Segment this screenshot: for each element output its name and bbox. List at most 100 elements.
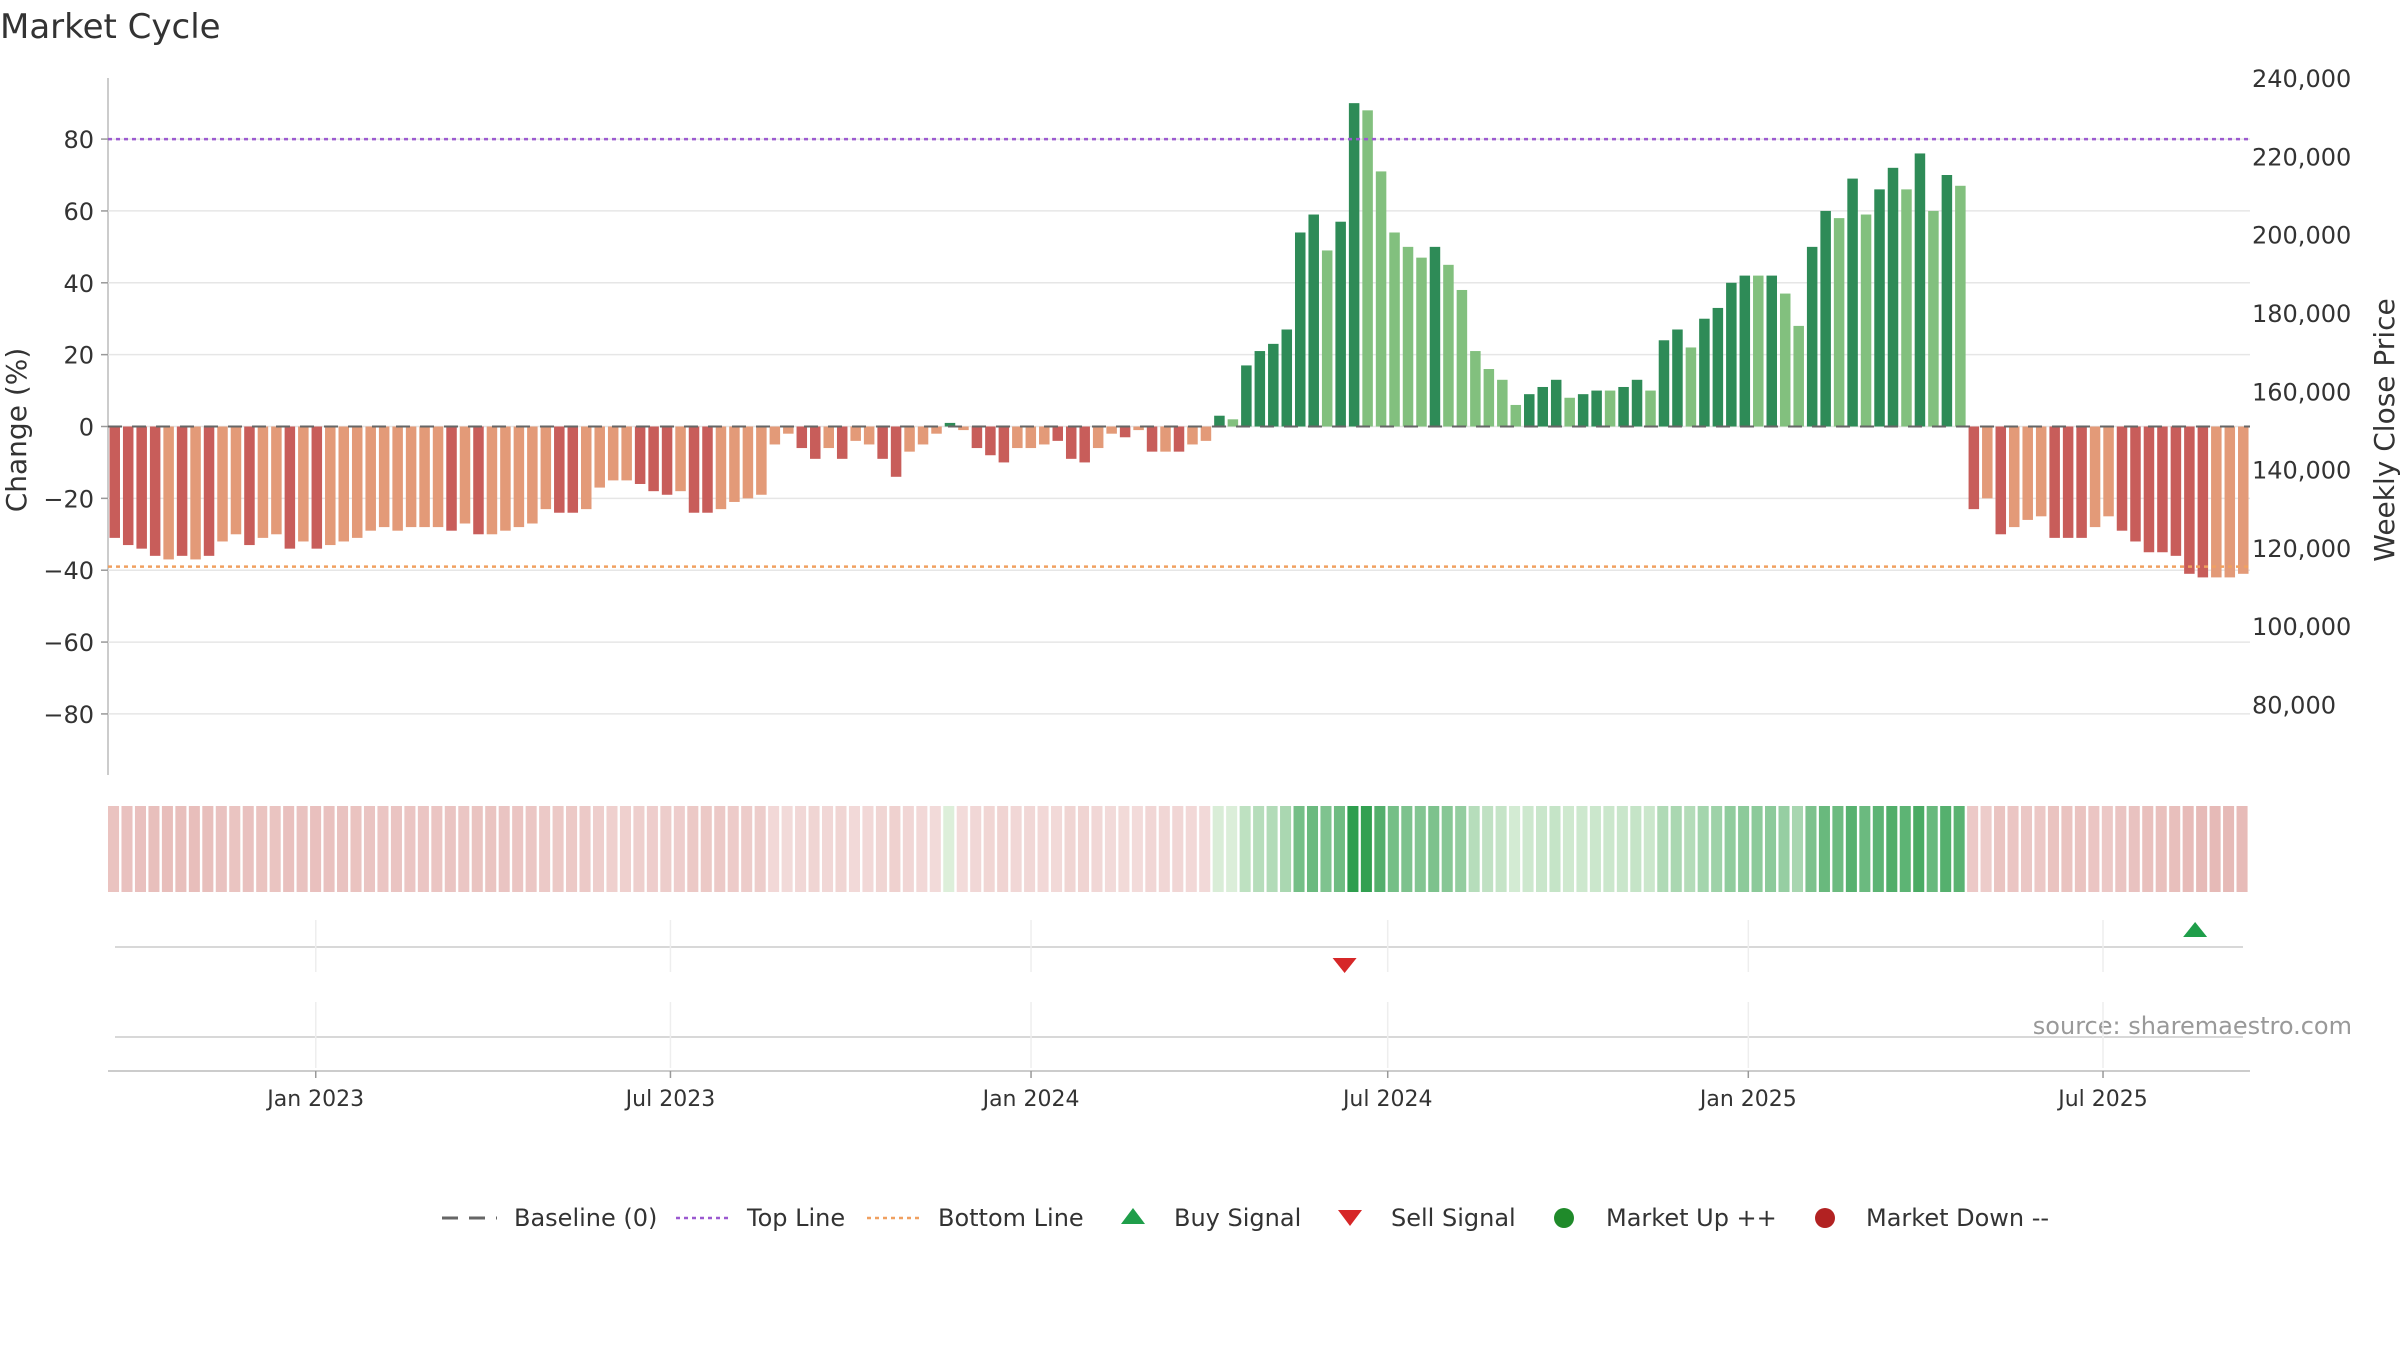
heat-cell xyxy=(619,806,631,892)
heat-cell xyxy=(1562,806,1574,892)
change-bar xyxy=(1335,221,1346,427)
heat-cell xyxy=(1603,806,1615,892)
heat-cell xyxy=(1104,806,1116,892)
heat-cell xyxy=(862,806,874,892)
heat-cell xyxy=(1347,806,1359,892)
change-bar xyxy=(217,426,228,542)
heat-cell xyxy=(2196,806,2208,892)
legend-label: Bottom Line xyxy=(938,1204,1084,1232)
change-bar xyxy=(554,426,565,513)
up-triangle-icon xyxy=(1121,1208,1145,1224)
change-bar xyxy=(1281,329,1293,427)
heat-cell xyxy=(2169,806,2181,892)
heat-cell xyxy=(148,806,160,892)
change-bar xyxy=(1173,426,1185,452)
change-bar xyxy=(2116,426,2128,531)
heat-cell xyxy=(2101,806,2113,892)
legend-item: Market Up ++ xyxy=(1554,1204,1777,1232)
left-tick-label: −40 xyxy=(43,557,94,585)
change-bar xyxy=(325,426,336,546)
change-bar xyxy=(1052,426,1064,441)
change-bar xyxy=(284,426,296,549)
heat-cell xyxy=(1778,806,1790,892)
change-bar xyxy=(540,426,552,510)
x-tick-label: Jul 2024 xyxy=(1341,1087,1433,1112)
heat-cell xyxy=(1239,806,1251,892)
change-bar xyxy=(2184,426,2195,574)
heat-cell xyxy=(1360,806,1372,892)
change-bar xyxy=(2224,426,2236,578)
change-bars xyxy=(109,103,2249,578)
change-bar xyxy=(1268,343,1279,427)
change-bar xyxy=(1860,214,1872,427)
change-bar xyxy=(405,426,417,528)
heat-strip xyxy=(108,806,2248,892)
heat-cell xyxy=(1872,806,1884,892)
heat-cell xyxy=(1333,806,1345,892)
change-bar xyxy=(1362,110,1373,427)
heat-cell xyxy=(1886,806,1898,892)
heat-cell xyxy=(1037,806,1049,892)
heat-cell xyxy=(296,806,308,892)
heat-cell xyxy=(444,806,456,892)
heat-cell xyxy=(1374,806,1386,892)
change-bar xyxy=(2103,426,2114,517)
x-tick-label: Jul 2025 xyxy=(2056,1087,2148,1112)
heat-cell xyxy=(1818,806,1830,892)
heat-cell xyxy=(1441,806,1453,892)
change-bar xyxy=(1550,379,1562,427)
right-tick-label: 180,000 xyxy=(2252,300,2351,328)
heat-cell xyxy=(1684,806,1696,892)
heat-cell xyxy=(1118,806,1130,892)
change-bar xyxy=(1645,390,1656,427)
legend-item: Market Down -- xyxy=(1815,1204,2049,1232)
x-tick-label: Jan 2023 xyxy=(265,1087,364,1112)
change-bar xyxy=(459,426,471,524)
legend-label: Market Down -- xyxy=(1866,1204,2049,1232)
change-bar xyxy=(810,426,821,459)
heat-cell xyxy=(1522,806,1534,892)
change-bar xyxy=(1524,394,1535,427)
change-bar xyxy=(742,426,754,499)
change-bar xyxy=(998,426,1010,463)
change-bar xyxy=(1012,426,1023,449)
heat-cell xyxy=(2088,806,2100,892)
legend: Baseline (0) Top Line Bottom Line Buy Signa… xyxy=(442,1204,2049,1232)
right-tick-label: 240,000 xyxy=(2252,65,2351,93)
legend-item: Bottom Line xyxy=(867,1204,1084,1232)
heat-cell xyxy=(1765,806,1777,892)
heat-cell xyxy=(175,806,187,892)
heat-cell xyxy=(1145,806,1157,892)
change-bar xyxy=(1766,275,1778,427)
heat-cell xyxy=(835,806,847,892)
change-bar xyxy=(1685,347,1697,427)
change-bar xyxy=(1348,103,1360,427)
heat-cell xyxy=(902,806,914,892)
change-bar xyxy=(2130,426,2141,542)
change-bar xyxy=(796,426,808,449)
left-tick-label: 80 xyxy=(63,126,94,154)
heat-cell xyxy=(1926,806,1938,892)
heat-cell xyxy=(1482,806,1494,892)
heat-cell xyxy=(700,806,712,892)
change-bar xyxy=(1294,232,1306,427)
heat-cell xyxy=(2061,806,2073,892)
x-tick-label: Jul 2023 xyxy=(624,1087,716,1112)
change-bar xyxy=(351,426,363,538)
change-bar xyxy=(1995,426,2007,535)
heat-cell xyxy=(2142,806,2154,892)
change-bar xyxy=(1497,379,1508,427)
heat-cell xyxy=(485,806,497,892)
change-bar xyxy=(2197,426,2209,578)
change-bar xyxy=(176,426,188,556)
source-label: source: sharemaestro.com xyxy=(2033,1012,2352,1040)
change-bar xyxy=(527,426,538,524)
right-axis-ticks: 240,000 220,000 200,000 180,000 160,000 140,0… xyxy=(2252,65,2351,720)
heat-cell xyxy=(1832,806,1844,892)
change-bar xyxy=(1793,325,1804,427)
heat-cell xyxy=(1280,806,1292,892)
heat-cell xyxy=(161,806,173,892)
change-bar xyxy=(1577,394,1589,427)
heat-cell xyxy=(1320,806,1332,892)
heat-cell xyxy=(660,806,672,892)
